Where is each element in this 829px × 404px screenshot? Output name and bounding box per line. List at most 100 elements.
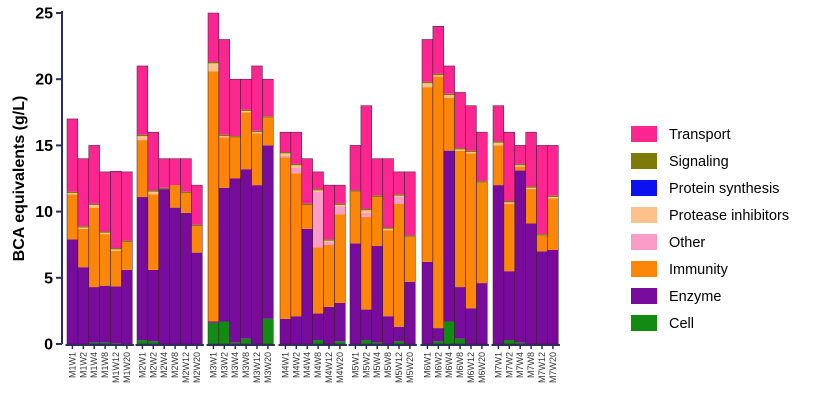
bar-segment — [67, 194, 78, 240]
bar-segment — [334, 204, 346, 207]
bar-segment — [454, 338, 466, 344]
bars — [66, 12, 559, 345]
bar-segment — [218, 134, 230, 137]
bar-segment — [99, 234, 111, 286]
bar-segment — [191, 224, 203, 227]
bar-segment — [99, 285, 111, 343]
bar-segment — [280, 318, 291, 344]
bar-segment — [465, 105, 477, 151]
y-tick-label: 10 — [35, 204, 53, 221]
bar-segment — [393, 197, 405, 204]
bar-segment — [77, 158, 89, 227]
bar-segment — [312, 340, 324, 344]
bar-segment — [218, 321, 230, 344]
bar-segment — [251, 130, 263, 133]
x-tick-label: M7W1 — [493, 352, 503, 378]
bar-segment — [476, 132, 488, 182]
bar-segment — [432, 341, 444, 344]
x-tick-label: M5W20 — [405, 352, 415, 383]
bar-segment — [67, 191, 78, 194]
x-tick-label: M6W2 — [433, 352, 443, 378]
x-tick-label: M2W8 — [170, 352, 180, 378]
bar-segment — [443, 97, 455, 151]
bar-segment — [432, 73, 444, 76]
bar-segment — [208, 71, 219, 322]
bar-segment — [393, 194, 405, 196]
legend-swatch — [631, 234, 657, 250]
x-tick-label: M6W20 — [477, 352, 487, 383]
bar-segment — [158, 189, 170, 344]
x-tick-label: M4W1 — [280, 352, 290, 378]
bar-segment — [514, 145, 526, 164]
bar-segment — [251, 185, 263, 344]
x-tick-label: M3W2 — [219, 352, 229, 378]
y-tick-label: 25 — [35, 6, 53, 23]
x-tick-label: M1W1 — [67, 352, 77, 378]
bar-segment — [208, 321, 219, 323]
bar-segment — [158, 187, 170, 190]
bar-segment — [503, 201, 515, 203]
bar-segment — [240, 169, 252, 339]
legend-swatch — [631, 207, 657, 223]
bar-segment — [290, 173, 302, 317]
bar-segment — [180, 212, 192, 344]
bar-segment — [251, 133, 263, 186]
bar-segment — [147, 191, 159, 195]
bar-segment — [371, 158, 383, 196]
bar-segment — [121, 242, 133, 270]
legend-swatch — [631, 315, 657, 331]
bar-segment — [360, 105, 372, 209]
x-tick-label: M6W1 — [422, 352, 432, 378]
bar-segment — [147, 190, 159, 192]
bar-segment — [503, 340, 515, 344]
bar-segment — [360, 216, 372, 310]
bar-segment — [493, 141, 504, 143]
bar-segment — [503, 203, 515, 272]
bar-segment — [208, 63, 219, 72]
bar-segment — [262, 318, 274, 344]
bar-segment — [360, 208, 372, 211]
x-tick-label: M1W20 — [122, 352, 132, 383]
bar-segment — [290, 165, 302, 168]
bar-segment — [382, 228, 394, 231]
bar-segment — [110, 248, 122, 250]
bar-segment — [323, 240, 335, 243]
bar-segment — [547, 197, 559, 199]
y-tick-label: 5 — [44, 270, 53, 287]
x-tick-label: M3W8 — [241, 352, 251, 378]
bar-segment — [503, 132, 515, 202]
x-tick-label: M3W1 — [208, 352, 218, 378]
bar-segment — [371, 342, 383, 344]
bar-segment — [88, 145, 100, 204]
bar-segment — [350, 191, 361, 244]
bar-segment — [393, 171, 405, 195]
bar-segment — [393, 195, 405, 198]
bar-segment — [536, 235, 548, 252]
x-tick-label: M5W4 — [372, 352, 382, 378]
bar-segment — [525, 132, 537, 187]
bar-segment — [280, 152, 291, 154]
bar-segment — [137, 197, 148, 341]
bar-segment — [536, 145, 548, 235]
bar-segment — [360, 309, 372, 341]
bar-segment — [393, 326, 405, 342]
bar-segment — [137, 65, 148, 135]
bar-segment — [262, 79, 274, 117]
bar-segment — [240, 338, 252, 344]
bar-segment — [147, 132, 159, 191]
x-tick-label: M5W1 — [350, 352, 360, 378]
bar-segment — [323, 185, 335, 240]
x-tick-label: M6W4 — [444, 352, 454, 378]
legend-label: Signaling — [669, 154, 729, 170]
bar-segment — [382, 316, 394, 344]
bar-segment — [251, 65, 263, 131]
bar-segment — [110, 249, 122, 251]
bar-segment — [360, 212, 372, 217]
bar-segment — [360, 340, 372, 344]
bar-segment — [465, 150, 477, 153]
bar-segment — [229, 178, 241, 343]
legend-label: Enzyme — [669, 289, 721, 305]
bar-segment — [169, 158, 181, 186]
x-tick-label: M4W4 — [302, 352, 312, 378]
